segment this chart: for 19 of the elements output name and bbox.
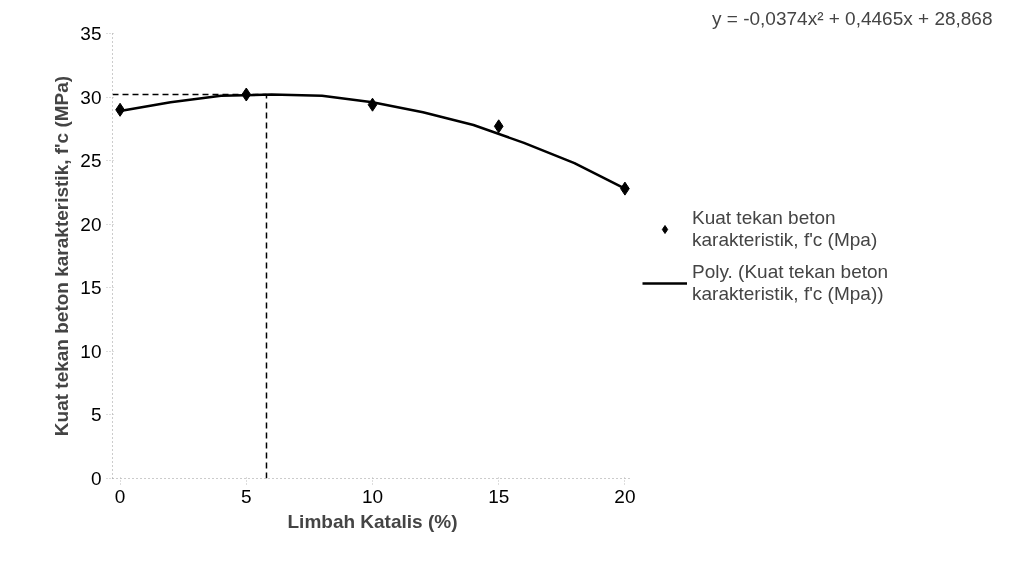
y-tick-label: 20 [80,213,102,235]
y-tick-label: 10 [80,340,102,362]
y-axis-title: Kuat tekan beton karakteristik, f'c (MPa) [51,75,73,437]
x-tick-label: 20 [614,485,636,507]
y-tick-label: 5 [90,404,102,426]
x-tick-label: 0 [114,485,126,507]
legend-label: Kuat tekan beton karakteristik, f'c (Mpa) [692,206,878,251]
y-tick-label: 0 [90,468,102,489]
text: y = -0,0374x² + 0,4465x + 28,868 [712,7,993,29]
y-tick-label: 15 [80,277,102,299]
x-tick-label: 10 [361,485,384,507]
legend-label: Poly. (Kuat tekan beton karakteristik, f'c (Mpa)) [692,260,889,305]
point [493,119,504,134]
x-tick-label: 5 [241,485,252,507]
y-tick-label: 25 [80,150,102,172]
y-tick-label: 30 [80,86,102,108]
x-tick-label: 15 [488,485,510,507]
y-tick-label: 35 [80,23,102,44]
x-axis-title: Limbah Katalis (%) [287,510,458,532]
